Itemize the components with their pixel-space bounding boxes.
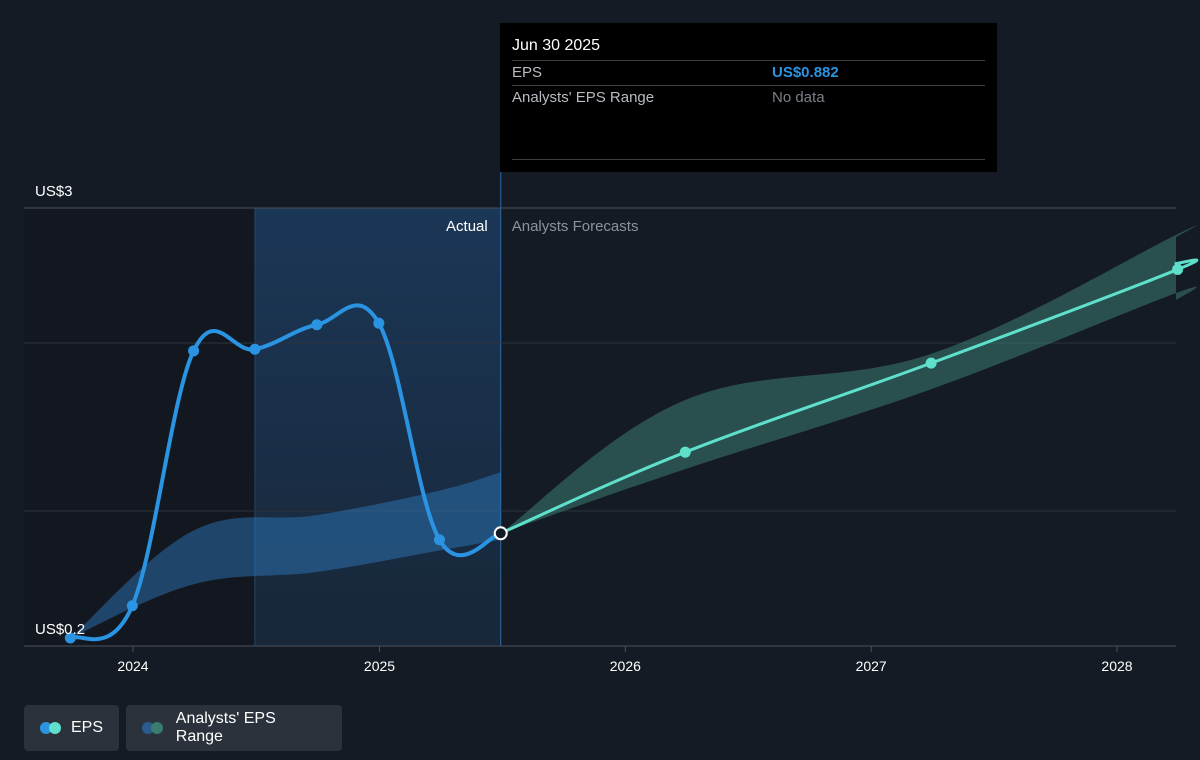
- eps-actual-point: [373, 317, 385, 329]
- eps-actual-point: [64, 632, 76, 644]
- eps-current-point: [493, 526, 508, 541]
- legend-eps-label: EPS: [70, 719, 103, 736]
- legend-range-label: Analysts' EPS Range: [175, 710, 276, 745]
- x-tick-label: 2027: [856, 658, 887, 674]
- tooltip-row-eps: EPS US$0.882: [512, 60, 985, 86]
- eps-forecast-point: [925, 357, 937, 369]
- eps-legend-icon: [40, 721, 61, 735]
- eps-actual-point: [126, 600, 138, 612]
- x-tick-label: 2028: [1101, 658, 1132, 674]
- actual-eps-range-band: [70, 472, 501, 638]
- eps-actual-point: [188, 345, 200, 357]
- forecast-region-label: Analysts Forecasts: [512, 218, 639, 235]
- eps-actual-point: [311, 319, 323, 331]
- y-axis-top-label: US$3: [35, 183, 73, 200]
- actual-region: [254, 208, 501, 646]
- tooltip-divider: [512, 159, 985, 160]
- y-axis-bottom-label: US$0.2: [35, 621, 85, 638]
- eps-actual-point: [249, 343, 261, 355]
- tooltip-eps-label: EPS: [512, 64, 543, 81]
- actual-region-label: Actual: [446, 218, 488, 235]
- x-tick-label: 2025: [364, 658, 395, 674]
- tooltip-eps-value: US$0.882: [772, 64, 839, 81]
- eps-forecast-point: [1172, 263, 1184, 275]
- tooltip-row-range: Analysts' EPS Range No data: [512, 85, 985, 111]
- past-region: [24, 208, 255, 646]
- eps-actual-point: [433, 534, 445, 546]
- x-tick-label: 2024: [117, 658, 148, 674]
- tooltip-range-value: No data: [772, 89, 825, 106]
- tooltip-date: Jun 30 2025: [512, 37, 601, 54]
- eps-chart: US$3 US$0.2 Actual Analysts Forecasts 2024 20…: [24, 172, 1199, 674]
- legend-eps-button[interactable]: EPS: [24, 705, 119, 751]
- eps-actual-line: [68, 303, 503, 642]
- range-legend-icon: [142, 721, 166, 735]
- legend-range-button[interactable]: Analysts' EPS Range: [126, 705, 342, 751]
- tooltip: Jun 30 2025 EPS US$0.882 Analysts' EPS R…: [500, 23, 997, 172]
- x-tick-label: 2026: [610, 658, 641, 674]
- tooltip-range-label: Analysts' EPS Range: [512, 89, 655, 106]
- eps-forecast-point: [679, 446, 691, 458]
